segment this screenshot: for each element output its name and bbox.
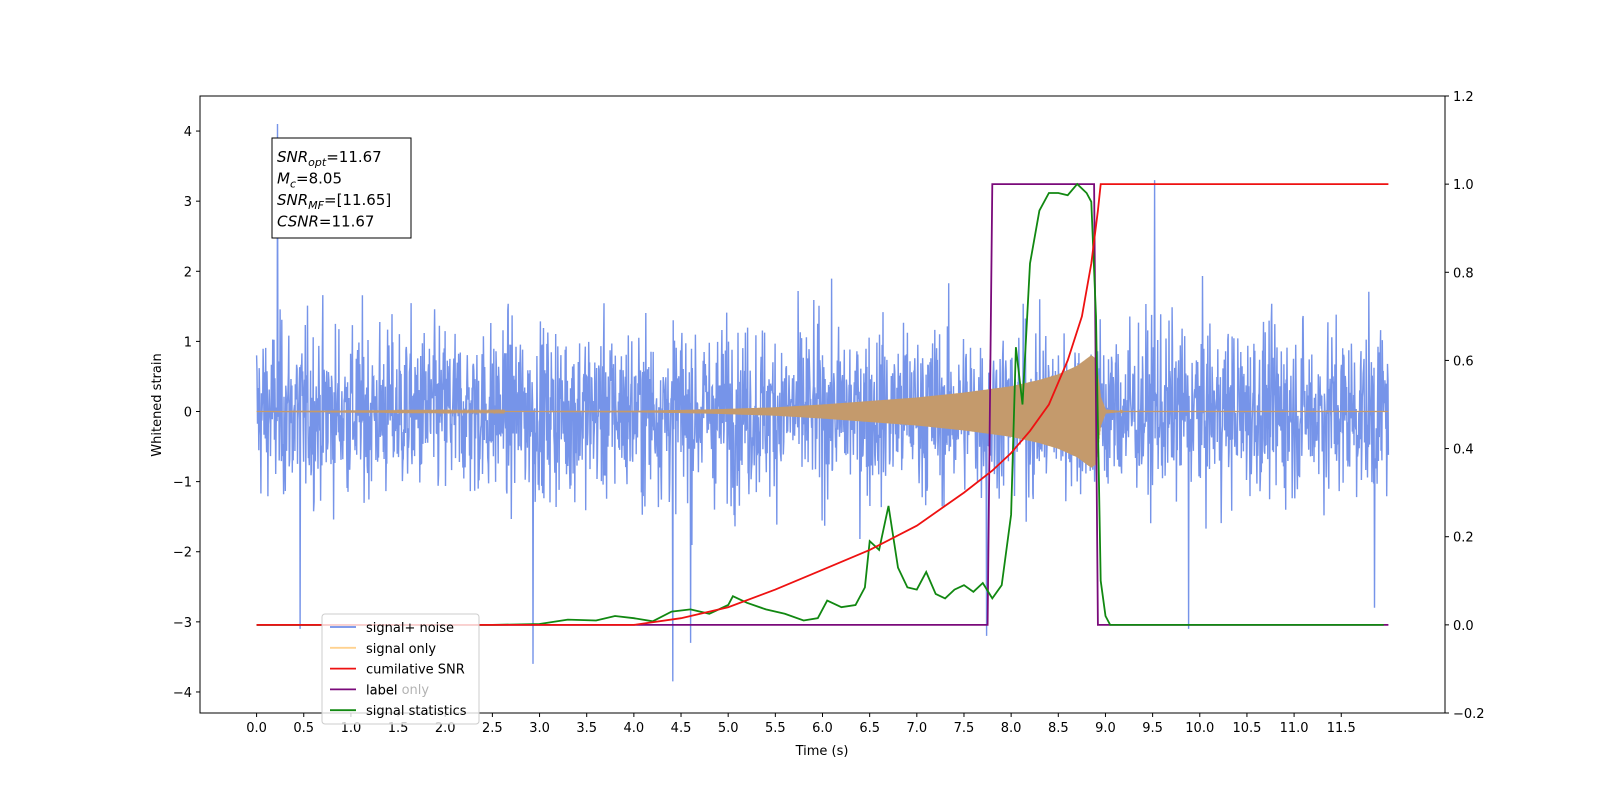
- x-tick-label: 4.5: [671, 721, 692, 736]
- x-tick-label: 10.0: [1185, 721, 1214, 736]
- legend-ghost-text: label only: [366, 683, 429, 698]
- snr-annotation-box: SNRopt=11.67Mc=8.05SNRMF=[11.65]CSNR=11.…: [271, 137, 412, 239]
- y-tick-label: 3: [184, 195, 192, 210]
- y-tick-label: −3: [173, 616, 192, 631]
- x-tick-label: 10.5: [1232, 721, 1261, 736]
- x-tick-label: 2.5: [482, 721, 503, 736]
- x-tick-label: 1.5: [388, 721, 409, 736]
- y2-tick-label: 0.8: [1453, 266, 1474, 281]
- x-tick-label: 7.0: [906, 721, 927, 736]
- x-tick-label: 11.0: [1280, 721, 1309, 736]
- y2-tick-label: 1.2: [1453, 90, 1474, 105]
- x-tick-label: 9.5: [1142, 721, 1163, 736]
- x-tick-label: 8.5: [1048, 721, 1069, 736]
- legend-label: label: [366, 683, 397, 698]
- y2-tick-label: 0.6: [1453, 354, 1474, 369]
- legend-label: cumilative SNR: [366, 663, 465, 678]
- legend-label: signal statistics: [366, 704, 467, 719]
- y-axis-right-ticks: 1.2 1.0 0.8 0.6 0.4 0.2 0.0 −0.2: [1445, 90, 1485, 722]
- series-layer: [255, 123, 1390, 682]
- x-tick-label: 11.5: [1327, 721, 1356, 736]
- x-tick-label: 8.0: [1001, 721, 1022, 736]
- y2-tick-label: −0.2: [1453, 707, 1485, 722]
- x-tick-label: 2.0: [435, 721, 456, 736]
- x-tick-label: 5.5: [765, 721, 786, 736]
- y2-tick-label: 1.0: [1453, 178, 1474, 193]
- y-axis-left-ticks: 4 3 2 1 0 −1 −2 −3 −4: [173, 125, 200, 701]
- x-tick-label: 1.0: [341, 721, 362, 736]
- y2-tick-label: 0.2: [1453, 531, 1474, 546]
- x-axis-ticks: 0.0 0.5 1.0 1.5 2.0 2.5 3.0 3.5 4.0 4.5 5.0 5.5 6.0 6…: [246, 713, 1356, 736]
- y-tick-label: 0: [184, 406, 192, 421]
- x-tick-label: 9.0: [1095, 721, 1116, 736]
- y-tick-label: −2: [173, 546, 192, 561]
- y-tick-label: 2: [184, 265, 192, 280]
- series-signal-noise: [255, 123, 1390, 682]
- annotation-line: SNRopt=11.67: [277, 148, 382, 169]
- x-tick-label: 6.0: [812, 721, 833, 736]
- y-tick-label: 1: [184, 335, 192, 350]
- x-tick-label: 0.0: [246, 721, 267, 736]
- x-tick-label: 3.0: [529, 721, 550, 736]
- annotation-frame: [271, 137, 412, 239]
- legend-label: signal+ noise: [366, 621, 454, 636]
- annotation-line: SNRMF=[11.65]: [277, 191, 391, 212]
- x-tick-label: 4.0: [624, 721, 645, 736]
- x-tick-label: 5.0: [718, 721, 739, 736]
- y2-tick-label: 0.0: [1453, 619, 1474, 634]
- y2-tick-label: 0.4: [1453, 443, 1474, 458]
- series-signal-statistics: [256, 182, 1384, 626]
- legend-label: signal only: [366, 642, 436, 657]
- x-tick-label: 0.5: [293, 721, 314, 736]
- annotation-line: CSNR=11.67: [277, 213, 374, 231]
- y-tick-label: 4: [184, 125, 192, 140]
- y-tick-label: −1: [173, 476, 192, 491]
- series-signal-only: [256, 355, 1389, 468]
- x-tick-label: 7.5: [954, 721, 975, 736]
- x-axis-label: Time (s): [795, 744, 849, 759]
- y-axis-label: Whitened strain: [150, 353, 165, 456]
- legend: label only signal+ noise signal only cumila…: [321, 613, 480, 725]
- legend-frame: [321, 613, 480, 725]
- x-tick-label: 3.5: [576, 721, 597, 736]
- series-cumilative-SNR: [256, 183, 1389, 626]
- x-tick-label: 6.5: [859, 721, 880, 736]
- y-tick-label: −4: [173, 686, 192, 701]
- annotation-line: Mc=8.05: [277, 170, 342, 191]
